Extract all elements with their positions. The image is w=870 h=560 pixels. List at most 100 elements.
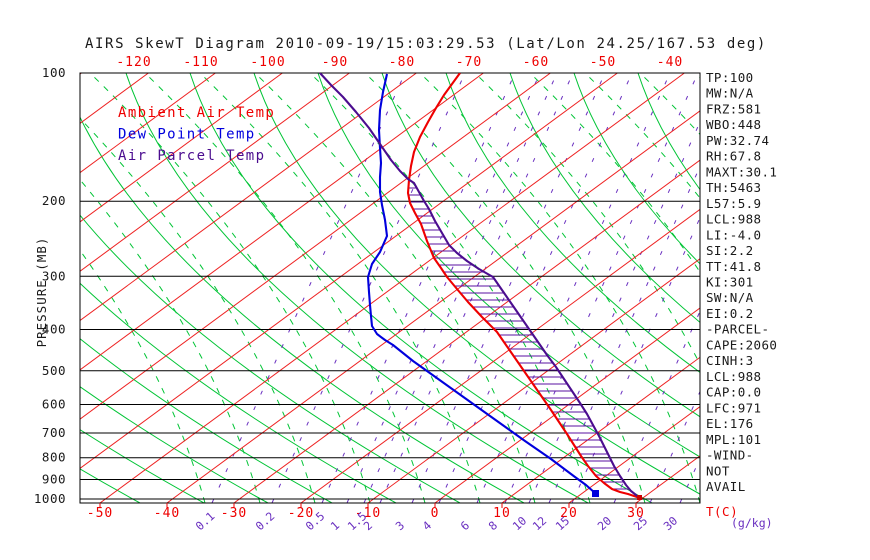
mixing-ratio-tick-label: 0.2: [253, 509, 278, 533]
dry-adiabat-line: [317, 73, 700, 458]
dry-adiabat-line: [637, 73, 700, 191]
top-temp-tick-label: -100: [250, 55, 285, 70]
pressure-tick-label: 600: [42, 396, 66, 411]
dry-adiabat-line: [80, 338, 333, 503]
isotherm-line: [80, 73, 618, 470]
bottom-temp-tick-label: -50: [87, 506, 113, 521]
mixing-ratio-tick-label: 20: [595, 514, 615, 534]
isotherm-line: [300, 208, 700, 503]
moist-adiabat-line: [805, 73, 870, 503]
mixing-ratio-line: [211, 73, 406, 503]
temp-unit-label: T(C): [706, 504, 738, 519]
pressure-tick-label: 1000: [34, 491, 66, 506]
dry-adiabat-line: [573, 73, 700, 265]
dry-adiabat-line: [509, 73, 700, 324]
stat-line: LI:-4.0: [706, 227, 761, 242]
isotherm-line: [99, 73, 685, 503]
plot-frame: [79, 72, 701, 504]
dry-adiabat-line: [80, 115, 525, 503]
isotherm-line: [80, 73, 551, 420]
isotherm-line: [80, 73, 283, 223]
pressure-tick-label: 100: [42, 65, 66, 80]
dry-adiabat-line: [253, 73, 700, 495]
legend-item-dew-point-temp: Dew Point Temp: [118, 127, 256, 143]
legend-item-ambient-air-temp: Ambient Air Temp: [118, 105, 275, 121]
isotherm-line: [80, 73, 417, 322]
pressure-tick-label: 200: [42, 193, 66, 208]
pressure-tick-label: 300: [42, 268, 66, 283]
stat-line: TT:41.8: [706, 259, 761, 274]
dry-adiabat-line: [80, 386, 269, 503]
mixing-ratio-tick-label: 3: [393, 518, 408, 533]
top-temp-tick-label: -80: [389, 55, 415, 70]
moist-adiabat-line: [419, 73, 700, 503]
pressure-axis-label: PRESSURE (MB): [34, 237, 49, 348]
moist-adiabat-line: [80, 249, 206, 503]
legend-item-air-parcel-temp: Air Parcel Temp: [118, 148, 265, 164]
stat-line: SW:N/A: [706, 290, 754, 305]
sounding-curves: [319, 73, 642, 500]
dry-adiabat-line: [80, 282, 397, 503]
top-temp-tick-label: -40: [657, 55, 683, 70]
pressure-tick-label: 700: [42, 425, 66, 440]
isotherm-line: [166, 110, 700, 503]
stat-line: PW:32.74: [706, 133, 769, 148]
top-temp-tick-label: -120: [116, 55, 151, 70]
stat-line: KI:301: [706, 274, 754, 289]
mixing-ratio-tick-label: 30: [661, 514, 681, 534]
isotherm-line: [434, 307, 700, 503]
isotherm-line: [568, 405, 700, 503]
isotherm-line: [80, 73, 350, 272]
moist-adiabat-line: [254, 73, 536, 503]
mixing-ratio-unit-label: (g/kg): [731, 516, 773, 530]
mixing-ratio-tick-label: 0.1: [193, 509, 218, 533]
moist-adiabat-line: [364, 73, 646, 503]
stat-line: -WIND-: [706, 448, 754, 463]
stat-line: AVAIL: [706, 479, 746, 494]
stat-line: -PARCEL-: [706, 322, 769, 337]
isotherm-line: [233, 159, 700, 503]
dry-adiabat-line: [80, 214, 461, 503]
mixing-ratio-tick-label: 1: [328, 518, 343, 533]
top-temp-tick-label: -60: [523, 55, 549, 70]
dry-adiabat-line: [80, 429, 205, 503]
mixing-ratio-line: [271, 73, 466, 503]
mixing-ratio-line: [476, 73, 671, 503]
bottom-temp-tick-label: 10: [493, 506, 511, 521]
stat-line: MW:N/A: [706, 86, 754, 101]
pressure-tick-label: 400: [42, 321, 66, 336]
dry-adiabat-line: [125, 73, 589, 503]
dry-adiabat-line: [189, 73, 653, 503]
stat-line: MPL:101: [706, 432, 761, 447]
stat-line: LFC:971: [706, 400, 761, 415]
isotherm-line: [80, 73, 484, 371]
bottom-temp-tick-label: -20: [288, 506, 314, 521]
bottom-temp-tick-label: 20: [560, 506, 578, 521]
stat-line: EI:0.2: [706, 306, 754, 321]
stat-line: CAPE:2060: [706, 337, 777, 352]
top-temp-tick-label: -110: [183, 55, 218, 70]
mixing-ratio-tick-label: 12: [530, 514, 550, 534]
moist-adiabat-line: [144, 73, 426, 503]
mixing-ratio-line: [504, 73, 699, 503]
bottom-temp-tick-label: 0: [431, 506, 440, 521]
top-temp-tick-label: -70: [456, 55, 482, 70]
moist-adiabat-line: [199, 73, 481, 503]
ambient-surface-marker: [637, 495, 642, 500]
mixing-ratio-line: [379, 73, 574, 503]
mixing-ratio-tick-label: 10: [510, 514, 530, 534]
moist-adiabat-line: [80, 179, 261, 503]
background-grid: [80, 73, 870, 503]
dry-adiabat-line: [445, 73, 700, 373]
isotherm-line: [501, 356, 700, 503]
mixing-ratio-tick-label: 6: [458, 518, 473, 533]
stat-line: NOT: [706, 463, 730, 478]
dew-point-temp-curve: [366, 73, 596, 494]
stat-line: TP:100: [706, 70, 754, 85]
dew-point-surface-marker: [592, 490, 599, 497]
dry-adiabat-line: [381, 73, 700, 418]
pressure-tick-label: 500: [42, 363, 66, 378]
ambient-air-temp-curve: [406, 73, 641, 499]
